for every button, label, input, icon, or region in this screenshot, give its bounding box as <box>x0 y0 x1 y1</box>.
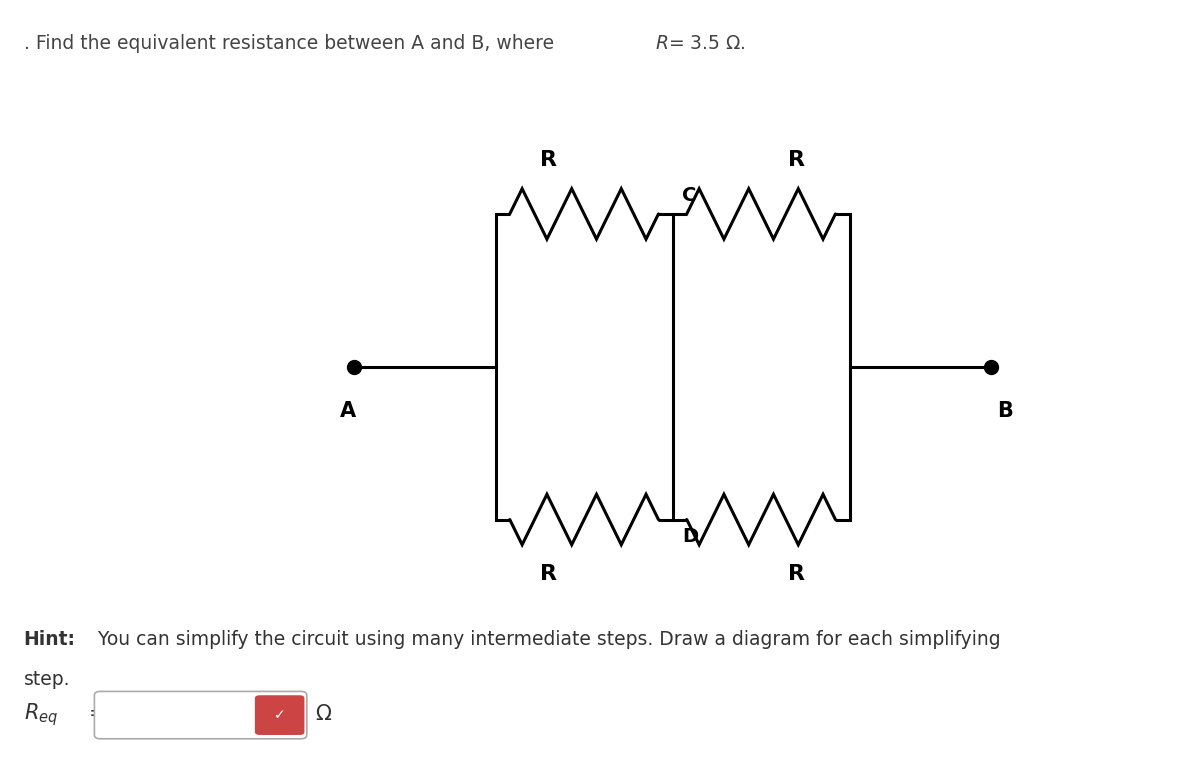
Text: Hint:: Hint: <box>24 630 76 649</box>
Text: D: D <box>682 527 699 546</box>
Text: A: A <box>340 401 356 421</box>
Text: B: B <box>997 401 1014 421</box>
Text: ✓: ✓ <box>274 708 286 722</box>
Text: =: = <box>88 704 106 724</box>
Text: . Find the equivalent resistance between A and B, where: . Find the equivalent resistance between… <box>24 34 559 53</box>
Text: step.: step. <box>24 670 70 689</box>
Text: C: C <box>682 186 696 205</box>
FancyBboxPatch shape <box>94 691 307 739</box>
Text: $R$= 3.5 Ω.: $R$= 3.5 Ω. <box>655 34 746 53</box>
Text: Ω: Ω <box>315 704 330 724</box>
Text: $R_{eq}$: $R_{eq}$ <box>24 701 58 728</box>
Text: R: R <box>540 150 557 170</box>
Text: You can simplify the circuit using many intermediate steps. Draw a diagram for e: You can simplify the circuit using many … <box>92 630 1001 649</box>
Text: R: R <box>788 150 805 170</box>
Text: R: R <box>540 564 557 584</box>
FancyBboxPatch shape <box>255 695 304 735</box>
Text: R: R <box>788 564 805 584</box>
